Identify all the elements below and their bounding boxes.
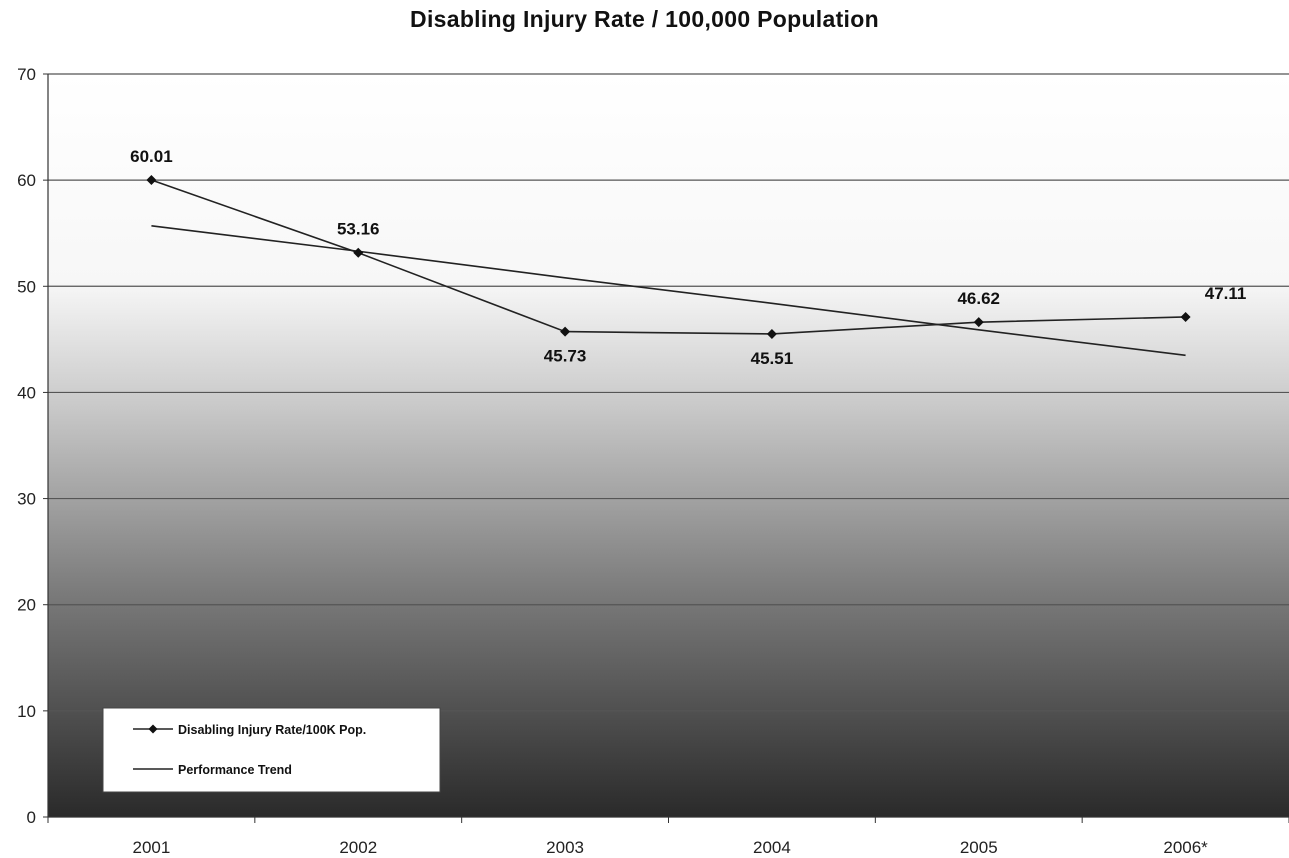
y-tick-label: 20 xyxy=(17,596,36,615)
data-label: 45.73 xyxy=(544,347,587,366)
data-label: 53.16 xyxy=(337,220,380,239)
x-tick-label: 2002 xyxy=(339,838,377,857)
chart-title: Disabling Injury Rate / 100,000 Populati… xyxy=(410,6,879,32)
legend-label-injury: Disabling Injury Rate/100K Pop. xyxy=(178,723,366,737)
x-tick-label: 2004 xyxy=(753,838,791,857)
data-point xyxy=(146,175,157,186)
x-tick-label: 2003 xyxy=(546,838,584,857)
y-tick-label: 0 xyxy=(27,808,36,827)
data-point xyxy=(353,247,364,258)
x-tick-label: 2005 xyxy=(960,838,998,857)
legend-label-trend: Performance Trend xyxy=(178,763,292,777)
data-label: 60.01 xyxy=(130,147,173,166)
data-label: 47.11 xyxy=(1205,284,1247,303)
y-tick-label: 60 xyxy=(17,171,36,190)
data-point xyxy=(560,326,571,337)
legend-box xyxy=(102,707,441,793)
y-tick-label: 70 xyxy=(17,65,36,84)
y-tick-label: 10 xyxy=(17,702,36,721)
y-tick-label: 30 xyxy=(17,490,36,509)
data-label: 46.62 xyxy=(957,289,1000,308)
legend-marker xyxy=(148,724,158,734)
injury-rate-line xyxy=(151,179,1186,335)
data-point xyxy=(973,317,984,328)
x-tick-label: 2001 xyxy=(133,838,171,857)
data-point xyxy=(766,328,777,339)
plot-area xyxy=(48,74,1289,817)
x-tick-label: 2006* xyxy=(1163,838,1208,857)
legend: Disabling Injury Rate/100K Pop. Performan… xyxy=(102,707,441,793)
performance-trend-line xyxy=(151,224,1186,357)
data-label: 45.51 xyxy=(751,349,794,368)
y-tick-label: 50 xyxy=(17,277,36,296)
y-tick-label: 40 xyxy=(17,383,36,402)
data-point xyxy=(1180,311,1191,322)
